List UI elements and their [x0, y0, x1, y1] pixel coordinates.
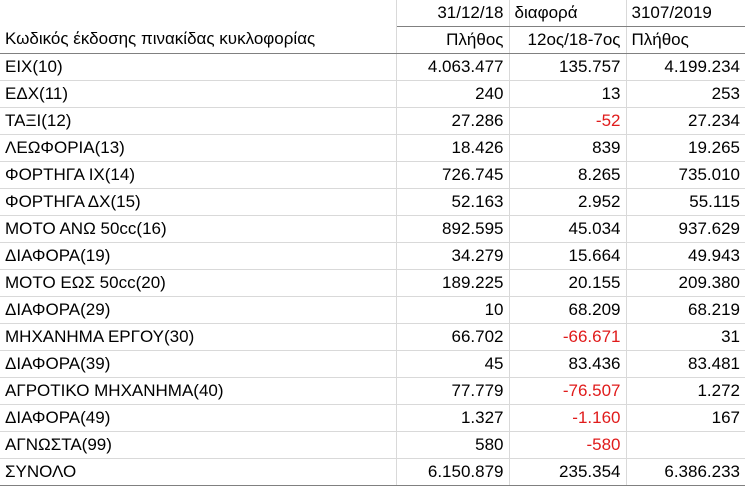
table-row: ΦΟΡΤΗΓΑ ΔΧ(15) 52.163 2.952 55.115 — [0, 188, 745, 216]
row-count-previous: 1.327 — [396, 404, 510, 432]
row-count-previous: 27.286 — [396, 107, 510, 135]
row-difference: 83.436 — [509, 350, 627, 378]
row-label: ΜΟΤΟ ΕΩΣ 50cc(20) — [0, 269, 397, 297]
table-row: ΑΓΝΩΣΤΑ(99) 580 -580 — [0, 431, 745, 459]
row-label: ΛΕΩΦΟΡΙΑ(13) — [0, 134, 397, 162]
header-difference: διαφορά — [509, 0, 627, 27]
row-count-current: 253 — [626, 80, 745, 108]
row-label: ΑΓΡΟΤΙΚΟ ΜΗΧΑΝΗΜΑ(40) — [0, 377, 397, 405]
row-difference: 20.155 — [509, 269, 627, 297]
row-count-current: 19.265 — [626, 134, 745, 162]
row-difference: -76.507 — [509, 377, 627, 405]
row-count-current: 68.219 — [626, 296, 745, 324]
header-date-previous: 31/12/18 — [396, 0, 510, 27]
table-row: ΛΕΩΦΟΡΙΑ(13) 18.426 839 19.265 — [0, 134, 745, 162]
row-label: ΔΙΑΦΟΡΑ(29) — [0, 296, 397, 324]
header-count-current: Πλήθος — [626, 26, 745, 54]
row-label: ΔΙΑΦΟΡΑ(39) — [0, 350, 397, 378]
row-count-previous: 189.225 — [396, 269, 510, 297]
row-count-current: 937.629 — [626, 215, 745, 243]
row-count-current: 31 — [626, 323, 745, 351]
table-total-row: ΣΥΝΟΛΟ 6.150.879 235.354 6.386.233 — [0, 458, 745, 486]
row-difference: 839 — [509, 134, 627, 162]
row-count-current: 735.010 — [626, 161, 745, 189]
row-count-previous: 240 — [396, 80, 510, 108]
table-row: ΤΑΞΙ(12) 27.286 -52 27.234 — [0, 107, 745, 135]
row-difference: -1.160 — [509, 404, 627, 432]
row-count-previous: 892.595 — [396, 215, 510, 243]
total-label: ΣΥΝΟΛΟ — [0, 458, 397, 486]
row-count-previous: 34.279 — [396, 242, 510, 270]
header-count-previous: Πλήθος — [396, 26, 510, 54]
total-count-current: 6.386.233 — [626, 458, 745, 486]
row-count-current: 27.234 — [626, 107, 745, 135]
table-row: ΑΓΡΟΤΙΚΟ ΜΗΧΑΝΗΜΑ(40) 77.779 -76.507 1.272 — [0, 377, 745, 405]
row-count-previous: 77.779 — [396, 377, 510, 405]
row-difference: 13 — [509, 80, 627, 108]
row-count-current: 209.380 — [626, 269, 745, 297]
header-period-range: 12ος/18-7ος — [509, 26, 627, 54]
row-count-current — [626, 431, 745, 459]
row-label: ΑΓΝΩΣΤΑ(99) — [0, 431, 397, 459]
row-label: ΦΟΡΤΗΓΑ ΙΧ(14) — [0, 161, 397, 189]
row-count-previous: 18.426 — [396, 134, 510, 162]
total-difference: 235.354 — [509, 458, 627, 486]
row-label: ΕΔΧ(11) — [0, 80, 397, 108]
row-label: ΦΟΡΤΗΓΑ ΔΧ(15) — [0, 188, 397, 216]
row-difference: -52 — [509, 107, 627, 135]
table-row: ΜΗΧΑΝΗΜΑ ΕΡΓΟΥ(30) 66.702 -66.671 31 — [0, 323, 745, 351]
table-row: ΔΙΑΦΟΡΑ(39) 45 83.436 83.481 — [0, 350, 745, 378]
row-label: ΜΗΧΑΝΗΜΑ ΕΡΓΟΥ(30) — [0, 323, 397, 351]
table-header-row-2: Κωδικός έκδοσης πινακίδας κυκλοφορίας Πλή… — [0, 26, 745, 54]
row-count-current: 49.943 — [626, 242, 745, 270]
row-difference: -580 — [509, 431, 627, 459]
row-count-current: 167 — [626, 404, 745, 432]
header-label-column: Κωδικός έκδοσης πινακίδας κυκλοφορίας — [0, 26, 397, 54]
row-count-previous: 580 — [396, 431, 510, 459]
row-difference: 45.034 — [509, 215, 627, 243]
row-label: ΕΙΧ(10) — [0, 53, 397, 81]
row-label: ΜΟΤΟ ΑΝΩ 50cc(16) — [0, 215, 397, 243]
table-row: ΦΟΡΤΗΓΑ ΙΧ(14) 726.745 8.265 735.010 — [0, 161, 745, 189]
total-count-previous: 6.150.879 — [396, 458, 510, 486]
table-row: ΜΟΤΟ ΑΝΩ 50cc(16) 892.595 45.034 937.629 — [0, 215, 745, 243]
table-row: ΕΙΧ(10) 4.063.477 135.757 4.199.234 — [0, 53, 745, 81]
header-date-current: 3107/2019 — [626, 0, 745, 27]
row-count-current: 55.115 — [626, 188, 745, 216]
table-row: ΔΙΑΦΟΡΑ(49) 1.327 -1.160 167 — [0, 404, 745, 432]
row-count-current: 4.199.234 — [626, 53, 745, 81]
row-label: ΔΙΑΦΟΡΑ(19) — [0, 242, 397, 270]
row-count-previous: 726.745 — [396, 161, 510, 189]
row-difference: 135.757 — [509, 53, 627, 81]
row-difference: 2.952 — [509, 188, 627, 216]
row-count-previous: 10 — [396, 296, 510, 324]
row-count-current: 1.272 — [626, 377, 745, 405]
row-difference: -66.671 — [509, 323, 627, 351]
header-blank-cell — [0, 0, 397, 27]
row-count-previous: 45 — [396, 350, 510, 378]
row-count-current: 83.481 — [626, 350, 745, 378]
row-difference: 15.664 — [509, 242, 627, 270]
row-label: ΔΙΑΦΟΡΑ(49) — [0, 404, 397, 432]
table-row: ΔΙΑΦΟΡΑ(29) 10 68.209 68.219 — [0, 296, 745, 324]
row-difference: 8.265 — [509, 161, 627, 189]
table-row: ΜΟΤΟ ΕΩΣ 50cc(20) 189.225 20.155 209.380 — [0, 269, 745, 297]
row-label: ΤΑΞΙ(12) — [0, 107, 397, 135]
row-count-previous: 4.063.477 — [396, 53, 510, 81]
table-header-row-1: 31/12/18 διαφορά 3107/2019 — [0, 0, 745, 27]
table-row: ΕΔΧ(11) 240 13 253 — [0, 80, 745, 108]
table-row: ΔΙΑΦΟΡΑ(19) 34.279 15.664 49.943 — [0, 242, 745, 270]
row-count-previous: 66.702 — [396, 323, 510, 351]
row-count-previous: 52.163 — [396, 188, 510, 216]
row-difference: 68.209 — [509, 296, 627, 324]
